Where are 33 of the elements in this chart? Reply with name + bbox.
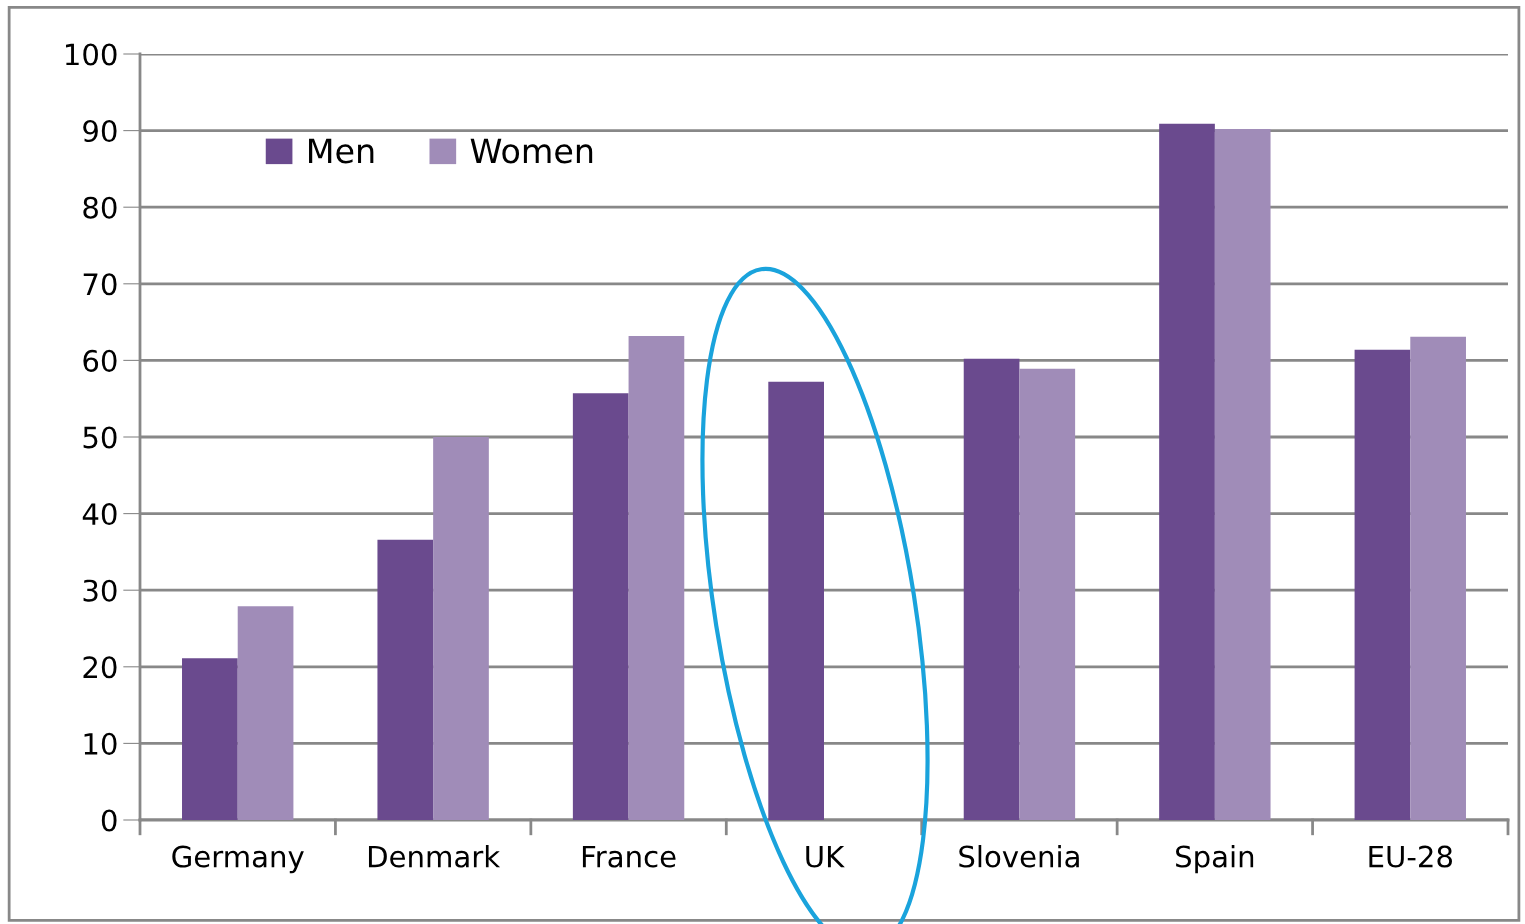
y-tick-label: 90	[83, 120, 117, 143]
y-tick-label: 30	[83, 579, 117, 602]
x-tick-label: UK	[806, 845, 845, 868]
y-tick-label: 100	[66, 43, 117, 66]
legend-label: Women	[470, 138, 593, 164]
bar	[572, 393, 629, 820]
x-tick-label: Slovenia	[959, 845, 1079, 868]
x-tick-label: France	[582, 845, 676, 868]
bar	[237, 606, 294, 820]
bar	[377, 539, 434, 820]
y-tick-label: 20	[83, 656, 117, 679]
bar	[768, 381, 824, 820]
bar	[628, 335, 685, 820]
y-tick-label: 50	[83, 426, 117, 449]
x-tick-label: Germany	[172, 845, 304, 874]
bar	[1019, 368, 1076, 820]
bar	[1410, 336, 1466, 820]
y-tick-label: 70	[83, 273, 117, 296]
legend-label: Men	[309, 138, 374, 164]
bar	[433, 437, 489, 820]
x-tick-label: EU-28	[1369, 845, 1452, 868]
x-tick-label: Spain	[1176, 845, 1254, 874]
bar	[1354, 349, 1411, 820]
x-tick-label: Denmark	[368, 845, 501, 868]
y-tick-label: 0	[101, 809, 117, 832]
bar	[182, 658, 238, 820]
y-tick-label: 60	[83, 349, 117, 372]
y-tick-label: 40	[82, 503, 117, 526]
y-tick-label: 10	[84, 732, 117, 755]
y-tick-label: 80	[83, 196, 117, 219]
bar	[1159, 123, 1215, 820]
bar	[1214, 129, 1271, 820]
bar	[963, 358, 1020, 820]
